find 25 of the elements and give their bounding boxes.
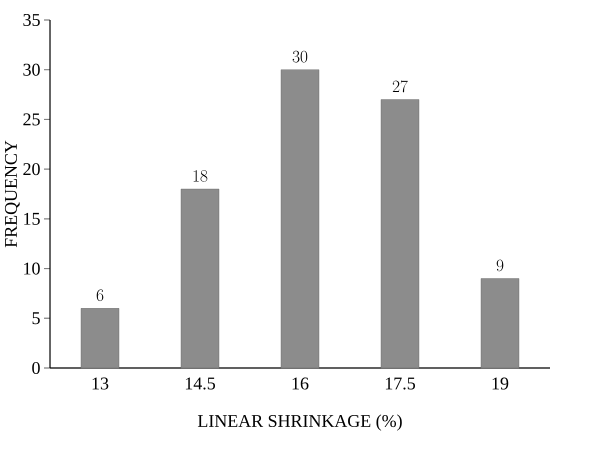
bar [280, 70, 320, 368]
y-axis-title: FREQUENCY [4, 140, 20, 248]
x-axis-title: LINEAR SHRINKAGE (%) [198, 414, 402, 431]
bar [380, 99, 420, 368]
data-label: 6 [96, 289, 104, 302]
x-tick-label: 14.5 [186, 378, 215, 390]
data-label: 30 [292, 50, 308, 62]
y-tick-label: 5 [32, 312, 40, 324]
y-tick-label: 20 [23, 163, 40, 176]
x-tick-label: 17.5 [386, 378, 415, 390]
y-tick-label: 15 [24, 212, 40, 225]
x-tick-label: 16 [292, 378, 308, 390]
y-tick-label: 0 [32, 362, 40, 374]
x-tick-label: 13 [92, 378, 108, 390]
data-label: 9 [496, 260, 504, 272]
data-label: 18 [194, 170, 208, 182]
y-tick-label: 25 [23, 113, 40, 126]
y-tick-label: 10 [24, 262, 40, 275]
y-tick-label: 30 [23, 64, 40, 76]
data-label: 27 [392, 80, 408, 92]
x-tick-label: 19 [492, 378, 508, 390]
y-tick-label: 35 [23, 14, 40, 26]
bar [80, 308, 120, 368]
bar [180, 188, 220, 368]
bar [480, 278, 520, 368]
